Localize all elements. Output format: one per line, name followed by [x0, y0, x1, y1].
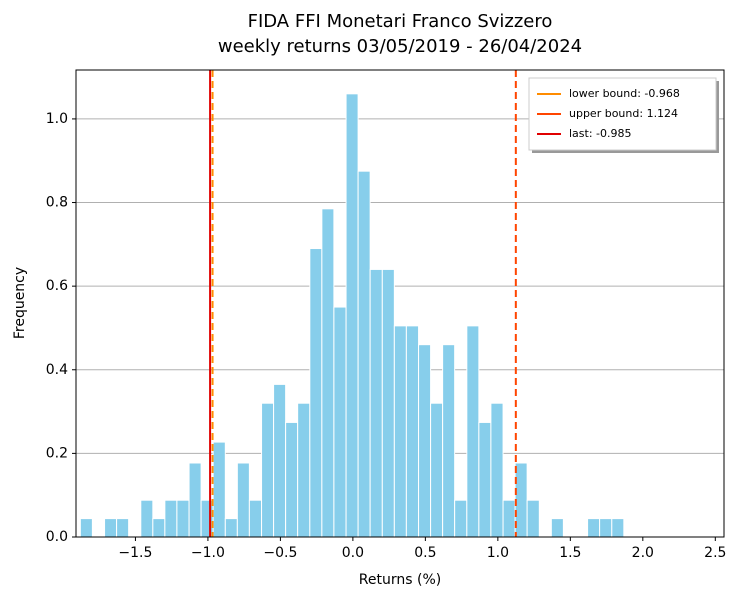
bar: [514, 462, 528, 538]
legend-label: lower bound: -0.968: [569, 87, 680, 100]
bar: [490, 402, 504, 538]
plot-frame: [75, 69, 725, 538]
x-tick-label: −1.0: [191, 545, 225, 561]
x-tick-label: 1.0: [487, 545, 509, 561]
bar: [526, 499, 540, 538]
bar: [79, 518, 93, 538]
bar: [321, 208, 335, 538]
bar: [285, 421, 299, 538]
bar: [430, 402, 444, 538]
bar: [405, 325, 420, 538]
x-tick-label: 0.0: [342, 545, 364, 561]
x-tick-label: −0.5: [263, 545, 297, 561]
y-tick-label: 0.4: [46, 362, 68, 378]
x-tick-label: 0.5: [414, 545, 436, 561]
bar: [261, 402, 275, 538]
bar: [200, 499, 214, 538]
bar: [454, 499, 468, 538]
bar: [212, 441, 226, 538]
chart-title: FIDA FFI Monetari Franco Svizzero: [248, 11, 553, 32]
bar: [188, 462, 202, 538]
bar: [152, 518, 166, 538]
bar: [297, 402, 311, 538]
bar: [502, 499, 516, 538]
bar: [309, 248, 323, 538]
bar: [116, 518, 130, 538]
legend-label: last: -0.985: [569, 127, 632, 140]
bar: [369, 268, 383, 538]
bar: [587, 518, 601, 538]
bar: [478, 421, 492, 538]
bar: [442, 344, 456, 538]
y-tick-label: 0.6: [46, 278, 68, 294]
y-tick-label: 0.2: [46, 445, 68, 461]
bar: [418, 344, 432, 538]
bar: [224, 518, 238, 538]
bar: [393, 325, 407, 538]
bar: [333, 306, 347, 538]
y-tick-label: 0.0: [46, 529, 68, 545]
bar: [611, 518, 625, 538]
y-tick-label: 1.0: [46, 111, 68, 127]
bar: [357, 170, 371, 538]
x-tick-label: 2.5: [704, 545, 726, 561]
bar: [248, 499, 263, 538]
bar: [599, 518, 613, 538]
bar: [140, 499, 154, 538]
x-tick-label: −1.5: [118, 545, 152, 561]
bar: [550, 518, 564, 538]
bar: [104, 518, 118, 538]
y-tick-label: 0.8: [46, 195, 68, 211]
x-tick-label: 1.5: [559, 545, 581, 561]
bar: [345, 93, 359, 538]
chart-subtitle: weekly returns 03/05/2019 - 26/04/2024: [218, 36, 582, 57]
bar: [466, 325, 480, 538]
x-tick-label: 2.0: [632, 545, 654, 561]
bar: [381, 268, 395, 538]
bar: [176, 499, 190, 538]
x-axis-label: Returns (%): [359, 572, 441, 588]
legend-label: upper bound: 1.124: [569, 107, 678, 120]
bar: [273, 383, 287, 538]
bar: [236, 462, 250, 538]
bar: [164, 499, 178, 538]
y-axis-label: Frequency: [12, 267, 28, 339]
